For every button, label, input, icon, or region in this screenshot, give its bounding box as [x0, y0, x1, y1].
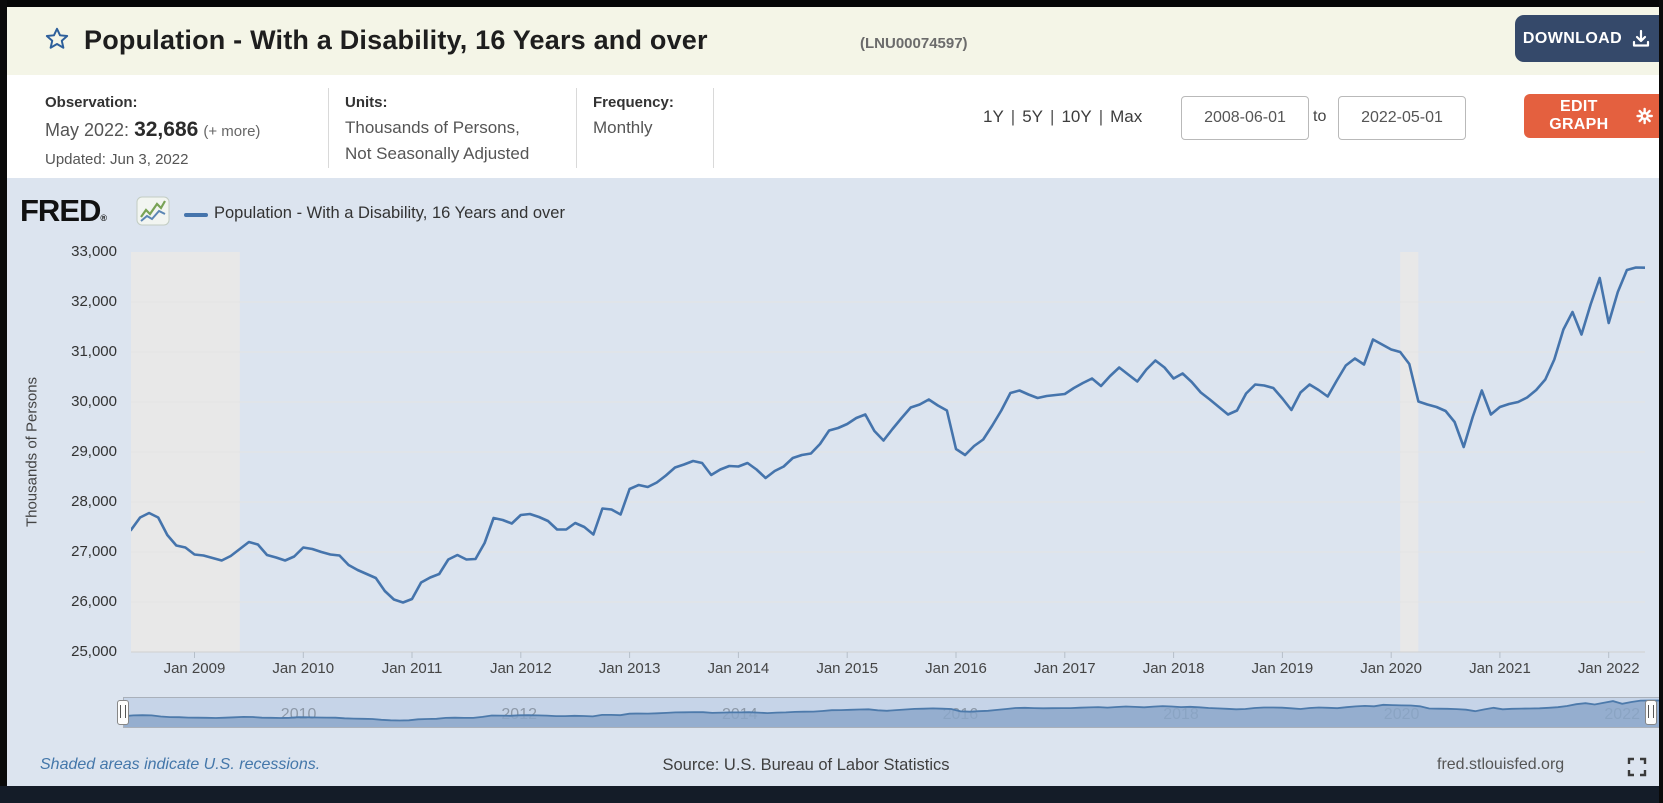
edit-graph-button[interactable]: EDIT GRAPH [1524, 94, 1659, 138]
range-presets: 1Y | 5Y | 10Y | Max [983, 107, 1142, 127]
fred-logo: FRED® [20, 193, 107, 228]
source-text: Source: U.S. Bureau of Labor Statistics [662, 756, 950, 774]
observation-date: May 2022: [45, 120, 130, 140]
x-axis-tick-label: Jan 2016 [925, 660, 987, 677]
y-axis-tick-label: 27,000 [71, 543, 117, 560]
x-axis-tick-label: Jan 2013 [598, 660, 661, 677]
bottom-border [0, 786, 1663, 803]
observation-more-link[interactable]: (+ more) [203, 123, 261, 140]
range-preset-1y[interactable]: 1Y [983, 107, 1004, 126]
x-axis-tick-label: Jan 2022 [1577, 660, 1640, 677]
page-header [7, 7, 1659, 75]
left-border [0, 0, 7, 803]
right-border [1659, 0, 1663, 803]
gear-icon [1636, 107, 1653, 125]
frequency-value: Monthly [593, 118, 653, 137]
top-border [0, 0, 1663, 7]
recession-note-link[interactable]: Shaded areas indicate U.S. recessions. [40, 756, 321, 773]
x-axis-tick-label: Jan 2017 [1033, 660, 1096, 677]
y-axis-tick-label: 29,000 [71, 443, 117, 460]
x-axis-tick-label: Jan 2015 [816, 660, 879, 677]
registered-mark: ® [100, 213, 107, 223]
column-divider [713, 88, 714, 168]
y-axis-tick-label: 31,000 [71, 343, 117, 360]
observation-value-line: May 2022: 32,686 (+ more) [45, 118, 260, 142]
y-axis-tick-label: 25,000 [71, 643, 117, 660]
main-line-chart[interactable] [131, 252, 1645, 662]
x-axis-tick-label: Jan 2018 [1142, 660, 1205, 677]
units-value-line1: Thousands of Persons, [345, 118, 520, 137]
y-axis-tick-label: 30,000 [71, 393, 117, 410]
range-preset-max[interactable]: Max [1110, 107, 1143, 126]
y-axis-tick-label: 33,000 [71, 243, 117, 260]
y-axis-title: Thousands of Persons [23, 376, 41, 528]
x-axis-tick-label: Jan 2019 [1251, 660, 1314, 677]
start-date-input[interactable] [1181, 96, 1309, 140]
page-title: Population - With a Disability, 16 Years… [84, 25, 708, 55]
legend-label: Population - With a Disability, 16 Years… [214, 204, 565, 222]
graph-panel [7, 178, 1659, 786]
range-preset-10y[interactable]: 10Y [1061, 107, 1092, 126]
observation-updated: Updated: Jun 3, 2022 [45, 151, 189, 168]
date-range-to-label: to [1313, 108, 1327, 125]
y-axis-tick-label: 28,000 [71, 493, 117, 510]
legend-line-swatch [184, 213, 208, 217]
download-button-label: DOWNLOAD [1522, 29, 1623, 47]
site-url: fred.stlouisfed.org [1437, 756, 1565, 773]
range-preset-5y[interactable]: 5Y [1022, 107, 1044, 126]
observation-value: 32,686 [134, 118, 199, 141]
preset-separator: | [1050, 107, 1055, 126]
end-date-input[interactable] [1338, 96, 1466, 140]
preset-separator: | [1010, 107, 1016, 126]
download-button[interactable]: DOWNLOAD [1515, 15, 1659, 62]
y-axis-tick-label: 32,000 [71, 293, 117, 310]
column-divider [576, 88, 577, 168]
slider-handle-right[interactable] [1645, 700, 1657, 725]
preset-separator: | [1098, 107, 1104, 126]
download-icon [1632, 29, 1650, 47]
x-axis-tick-label: Jan 2009 [163, 660, 226, 677]
units-label: Units: [345, 94, 388, 111]
column-divider [328, 88, 329, 168]
handle-grip [1648, 705, 1654, 718]
fullscreen-icon[interactable] [1627, 757, 1647, 777]
x-axis-tick-label: Jan 2014 [707, 660, 770, 677]
favorite-star-icon[interactable] [44, 26, 70, 52]
handle-grip [120, 705, 126, 718]
x-axis-tick-label: Jan 2011 [381, 660, 443, 677]
x-axis-tick-label: Jan 2012 [489, 660, 552, 677]
slider-mini-chart: 2010201220142016201820202022 [123, 699, 1659, 727]
units-value-line2: Not Seasonally Adjusted [345, 144, 530, 163]
series-id: (LNU00074597) [860, 35, 968, 52]
x-axis-tick-label: Jan 2021 [1469, 660, 1531, 677]
slider-handle-left[interactable] [117, 700, 129, 725]
x-axis-tick-label: Jan 2020 [1360, 660, 1422, 677]
edit-graph-label: EDIT GRAPH [1549, 98, 1609, 133]
fred-logo-chart-icon [136, 196, 170, 226]
y-axis-tick-label: 26,000 [71, 593, 117, 610]
date-range-slider-track[interactable]: 2010201220142016201820202022 [123, 697, 1660, 728]
x-axis-tick-label: Jan 2010 [272, 660, 335, 677]
frequency-label: Frequency: [593, 94, 674, 111]
observation-label: Observation: [45, 94, 138, 111]
